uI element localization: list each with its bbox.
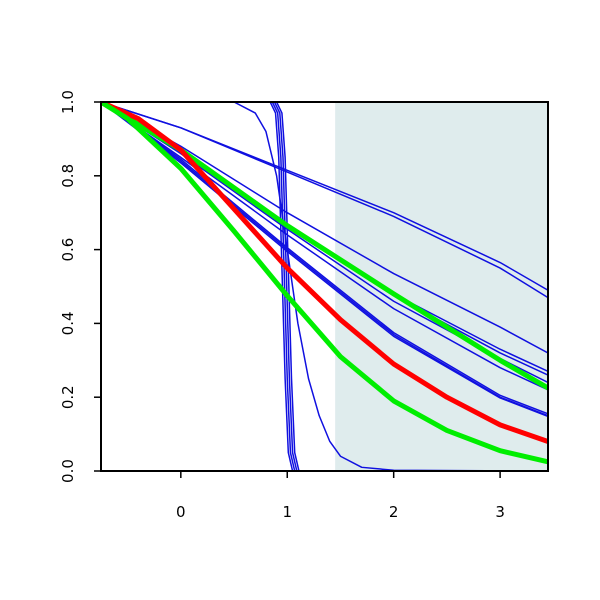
y-tick-label: 1.0 [59, 90, 77, 114]
axes-group: 0 1 2 3 0.0 0.2 0.4 0.6 0.8 1.0 [59, 90, 549, 521]
shaded-region [335, 102, 548, 471]
series-line-7 [101, 102, 548, 391]
y-tick-label: 0.4 [59, 311, 77, 335]
y-tick-label: 0.6 [59, 238, 77, 262]
plot-frame [100, 101, 549, 472]
y-tick-label: 0.2 [59, 385, 77, 409]
y-tick-label: 0.0 [59, 459, 77, 483]
series-line-17 [101, 102, 548, 444]
series-line-18 [101, 102, 548, 465]
series-group [101, 102, 548, 471]
y-tick-label: 0.8 [59, 164, 77, 188]
series-line-12 [101, 102, 548, 471]
x-tick-label: 3 [495, 503, 505, 521]
series-line-8 [101, 102, 548, 415]
x-tick-label: 1 [282, 503, 292, 521]
x-tick-label: 2 [389, 503, 399, 521]
x-tick-label: 0 [176, 503, 186, 521]
series-line-2 [101, 102, 548, 299]
series-line-11 [101, 102, 548, 471]
